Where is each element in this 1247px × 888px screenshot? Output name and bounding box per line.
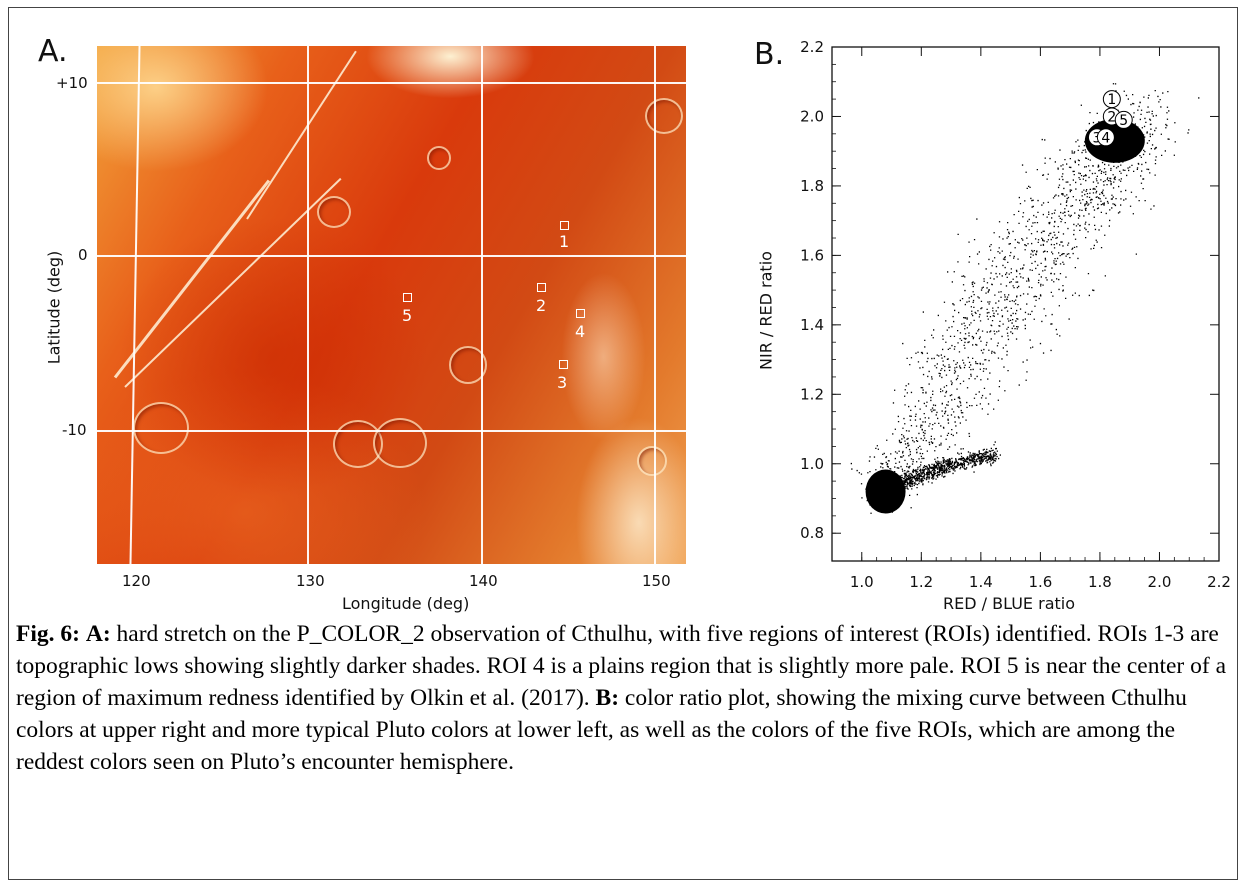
grid-line-lon-140 xyxy=(481,46,483,564)
caption-a-text: hard stretch on the P_COLOR_2 observatio… xyxy=(16,621,1226,711)
roi-marker-label-5: 5 xyxy=(1119,113,1128,129)
roi-label-3: 3 xyxy=(557,373,568,392)
crater xyxy=(637,446,667,476)
roi-label-4: 4 xyxy=(575,322,586,341)
grid-line-lat-0 xyxy=(97,255,686,257)
crater xyxy=(645,98,683,134)
cthulhu-color-image: 1 2 3 4 5 xyxy=(97,46,686,564)
x-tick-label: 2.2 xyxy=(1207,573,1231,591)
roi-marker-label-2: 2 xyxy=(1107,109,1116,125)
y-tick-label: 1.8 xyxy=(800,177,824,195)
figure-frame xyxy=(8,7,1238,880)
grid-line-lon-120 xyxy=(129,46,141,564)
y-tick-label: 1.2 xyxy=(800,385,824,403)
grid-line-lat-minus10 xyxy=(97,430,686,432)
caption-fig-label: Fig. 6: xyxy=(16,621,80,647)
y-tick-label: 1.0 xyxy=(800,455,824,473)
scatter-points xyxy=(850,83,1200,514)
grid-line-lon-130 xyxy=(307,46,309,564)
roi-box-2 xyxy=(537,283,546,292)
x-tick-label: 120 xyxy=(122,572,151,590)
x-tick-label: 130 xyxy=(296,572,325,590)
ridge-feature xyxy=(124,177,342,388)
panel-a-ylabel: Latitude (deg) xyxy=(44,250,64,365)
grid-line-lon-150 xyxy=(654,46,656,564)
x-tick-label: 1.2 xyxy=(909,573,933,591)
caption-b-label: B: xyxy=(595,685,620,711)
ridge-feature xyxy=(113,179,271,379)
y-tick-label: 1.6 xyxy=(800,246,824,264)
roi-marker-4 xyxy=(1096,128,1115,147)
panel-a-xlabel: Longitude (deg) xyxy=(342,594,470,613)
panel-b-letter: B. xyxy=(754,37,785,72)
crater xyxy=(133,402,189,454)
roi-label-5: 5 xyxy=(402,306,413,325)
y-tick-label: 2.2 xyxy=(800,38,824,56)
panel-b-xlabel: RED / BLUE ratio xyxy=(943,594,1075,613)
caption-b-text: color ratio plot, showing the mixing cur… xyxy=(16,685,1187,775)
scatter-plot: 1.0 1.2 1.4 1.6 1.8 2.0 2.2 0.8 1.0 1.2 1.4 1.6 1.8 2… xyxy=(800,38,1231,591)
roi-label-2: 2 xyxy=(536,296,547,315)
grid-line-lat-10 xyxy=(97,82,686,84)
roi-box-3 xyxy=(559,360,568,369)
roi-box-5 xyxy=(403,293,412,302)
crater xyxy=(317,196,351,228)
y-tick-label: 2.0 xyxy=(800,107,824,125)
crater xyxy=(427,146,451,170)
dense-cluster xyxy=(865,469,906,514)
roi-box-4 xyxy=(576,309,585,318)
caption-a-label: A: xyxy=(85,621,111,647)
ridge-feature xyxy=(246,50,357,220)
roi-label-1: 1 xyxy=(559,232,570,251)
panel-b-ylabel: NIR / RED ratio xyxy=(756,251,776,370)
x-tick-label: 2.0 xyxy=(1148,573,1172,591)
x-tick-label: 150 xyxy=(642,572,671,590)
x-tick-label: 140 xyxy=(469,572,498,590)
y-tick-label: 0.8 xyxy=(800,524,824,542)
point-cloud xyxy=(850,83,1200,514)
panel-a-letter: A. xyxy=(38,34,68,69)
axis-ticks: 1.0 1.2 1.4 1.6 1.8 2.0 2.2 0.8 1.0 1.2 1.4 1.6 1.8 2… xyxy=(800,38,1231,591)
x-tick-label: 1.8 xyxy=(1088,573,1112,591)
roi-marker-label-4: 4 xyxy=(1101,130,1110,146)
y-tick-label: +10 xyxy=(56,74,88,92)
figure-caption: Fig. 6: A: hard stretch on the P_COLOR_2… xyxy=(16,618,1231,778)
roi-markers: 12534 xyxy=(1087,90,1133,147)
crater xyxy=(449,346,487,384)
roi-marker-label-1: 1 xyxy=(1107,92,1116,108)
y-tick-label: 1.4 xyxy=(800,316,824,334)
y-tick-label: 0 xyxy=(78,246,88,264)
x-tick-label: 1.4 xyxy=(969,573,993,591)
x-tick-label: 1.0 xyxy=(850,573,874,591)
crater xyxy=(373,418,427,468)
y-tick-label: -10 xyxy=(62,421,87,439)
x-tick-label: 1.6 xyxy=(1028,573,1052,591)
roi-box-1 xyxy=(560,221,569,230)
roi-marker-5 xyxy=(1114,110,1133,129)
